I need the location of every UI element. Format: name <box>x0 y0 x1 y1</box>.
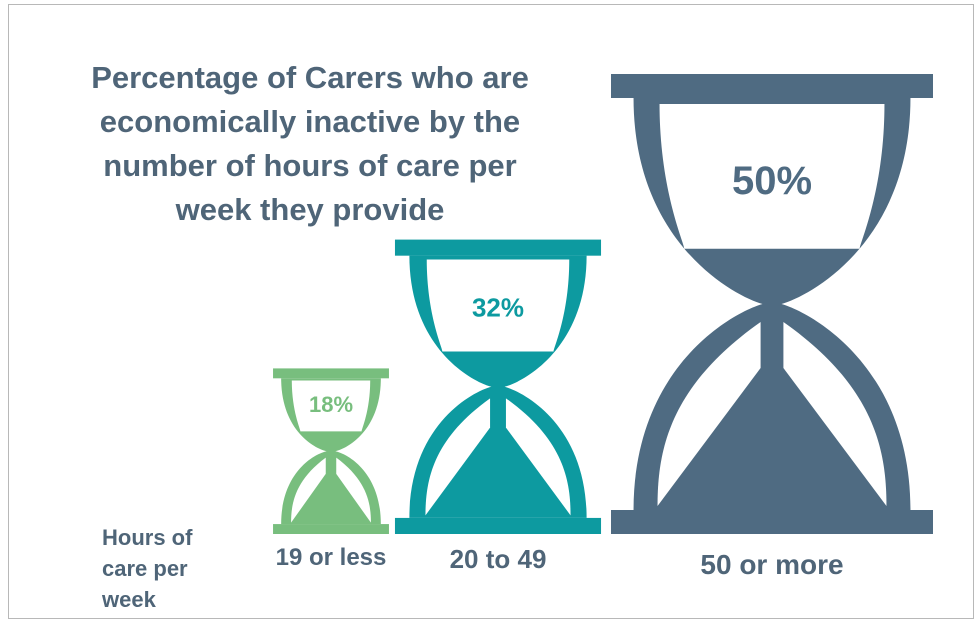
hourglass-bar <box>394 239 602 534</box>
chart-title-line: week they provide <box>175 192 445 227</box>
hourglass-bar <box>273 368 389 534</box>
chart-title-line: number of hours of care per <box>103 148 517 183</box>
value-label: 32% <box>472 293 524 323</box>
x-axis-title-line: week <box>102 587 156 612</box>
x-axis-title-line: Hours of <box>102 525 193 550</box>
chart-title: Percentage of Carers who are economicall… <box>30 56 590 232</box>
chart-title-line: Percentage of Carers who are <box>91 60 529 95</box>
chart-title-line: economically inactive by the <box>99 104 521 139</box>
category-label: 19 or less <box>276 544 387 571</box>
x-axis-title-line: care per <box>102 556 188 581</box>
value-label: 18% <box>309 392 353 417</box>
category-label: 20 to 49 <box>450 544 547 574</box>
value-label: 50% <box>732 159 812 203</box>
hourglass-bar <box>611 74 933 534</box>
x-axis-title: Hours of care per week <box>102 522 192 615</box>
category-label: 50 or more <box>700 549 843 580</box>
